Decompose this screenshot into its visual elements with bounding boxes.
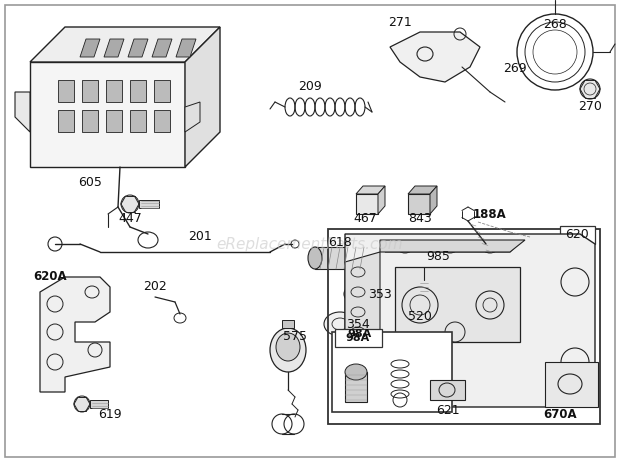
Bar (106, 80, 122, 102)
Bar (82, 110, 98, 132)
Bar (415, 249, 433, 267)
Text: 620: 620 (565, 229, 589, 242)
Ellipse shape (74, 396, 90, 412)
Text: 619: 619 (98, 407, 122, 420)
Polygon shape (390, 287, 415, 307)
Bar (328, 229, 600, 424)
Polygon shape (356, 194, 378, 214)
Ellipse shape (324, 312, 356, 336)
Text: 618: 618 (328, 236, 352, 249)
Polygon shape (356, 186, 385, 194)
Bar (130, 80, 146, 102)
Ellipse shape (345, 364, 367, 380)
Text: 620A: 620A (33, 270, 67, 284)
Text: 670A: 670A (543, 407, 577, 420)
Text: 202: 202 (143, 280, 167, 293)
Polygon shape (104, 39, 124, 57)
Text: 209: 209 (298, 80, 322, 93)
Text: 467: 467 (353, 212, 377, 225)
FancyBboxPatch shape (335, 329, 382, 347)
Text: eReplacementParts.com: eReplacementParts.com (216, 237, 404, 251)
Polygon shape (545, 362, 598, 407)
Bar (154, 80, 170, 102)
Text: 270: 270 (578, 101, 602, 114)
Polygon shape (40, 277, 110, 392)
Ellipse shape (363, 247, 377, 269)
Polygon shape (185, 102, 200, 132)
Bar (139, 200, 159, 208)
Bar (58, 110, 74, 132)
Text: 201: 201 (188, 231, 212, 243)
Polygon shape (176, 39, 196, 57)
Polygon shape (380, 240, 525, 252)
Text: 188A: 188A (473, 207, 507, 220)
Text: 520: 520 (408, 310, 432, 323)
Ellipse shape (580, 79, 600, 99)
Text: 447: 447 (118, 212, 142, 225)
Polygon shape (345, 252, 380, 347)
Text: 605: 605 (78, 176, 102, 188)
Polygon shape (15, 92, 30, 132)
Bar (82, 80, 98, 102)
Text: 269: 269 (503, 62, 527, 75)
Bar (282, 320, 294, 328)
Text: 98A: 98A (346, 333, 370, 343)
Polygon shape (185, 27, 220, 167)
Polygon shape (30, 27, 220, 62)
Bar (345, 372, 367, 402)
Bar (106, 110, 122, 132)
Bar (154, 110, 170, 132)
Polygon shape (345, 234, 595, 407)
Text: 354: 354 (346, 317, 370, 330)
Bar (315, 247, 370, 269)
Polygon shape (430, 380, 465, 400)
Text: 985: 985 (426, 250, 450, 263)
Polygon shape (430, 186, 437, 214)
Text: 843: 843 (408, 212, 432, 225)
Text: 271: 271 (388, 16, 412, 29)
Text: 575: 575 (283, 330, 307, 344)
Ellipse shape (344, 284, 372, 304)
Polygon shape (30, 62, 185, 167)
Text: 621: 621 (436, 403, 460, 417)
Bar (560, 226, 595, 244)
Text: 268: 268 (543, 18, 567, 30)
Ellipse shape (121, 195, 139, 213)
Text: 353: 353 (368, 287, 392, 300)
Ellipse shape (276, 333, 300, 361)
Polygon shape (385, 242, 520, 252)
Polygon shape (128, 39, 148, 57)
Bar (90, 400, 108, 408)
Polygon shape (395, 267, 520, 342)
Bar (58, 80, 74, 102)
Ellipse shape (270, 328, 306, 372)
Text: 98A: 98A (348, 329, 372, 339)
Polygon shape (378, 186, 385, 214)
Polygon shape (390, 32, 480, 82)
Bar (332, 332, 452, 412)
Bar (130, 110, 146, 132)
Polygon shape (152, 39, 172, 57)
Polygon shape (408, 186, 437, 194)
Polygon shape (80, 39, 100, 57)
Polygon shape (408, 194, 430, 214)
Ellipse shape (308, 247, 322, 269)
